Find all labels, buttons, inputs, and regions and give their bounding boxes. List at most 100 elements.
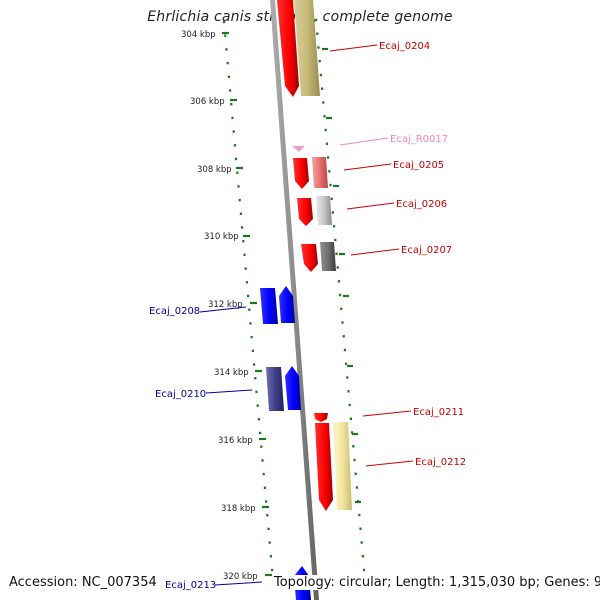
grid-dot xyxy=(363,568,366,572)
grid-dot xyxy=(321,87,324,90)
gene-label-ecaj-0206[interactable]: Ecaj_0206 xyxy=(396,199,447,210)
tick-label: 312 kbp xyxy=(208,300,243,310)
grid-dot xyxy=(248,308,251,311)
grid-dot xyxy=(333,225,336,228)
grid-dot xyxy=(271,568,274,572)
genome-info-text: Topology: circular; Length: 1,315,030 bp… xyxy=(274,575,600,590)
tick-label: 314 kbp xyxy=(214,368,249,378)
gene-ecaj-0205[interactable] xyxy=(293,157,328,189)
grid-dot xyxy=(267,527,270,531)
gene-label-ecaj-0208[interactable]: Ecaj_0208 xyxy=(149,306,200,317)
grid-dot xyxy=(327,156,330,159)
grid-dot xyxy=(317,46,320,49)
grid-dot xyxy=(245,281,248,284)
grid-dot xyxy=(331,211,334,214)
grid-dot xyxy=(233,144,236,147)
grid-dot xyxy=(229,89,232,92)
grid-dot xyxy=(348,403,351,407)
grid-dot xyxy=(349,417,352,420)
grid-dot xyxy=(351,431,354,434)
grid-dot xyxy=(342,335,345,338)
grid-dot xyxy=(266,514,269,517)
grid-dot xyxy=(353,458,356,462)
grid-dot xyxy=(343,348,346,352)
grid-dot xyxy=(226,61,229,65)
grid-dot xyxy=(336,266,339,269)
grid-dot xyxy=(249,322,252,325)
gene-labels: Ecaj_0204 Ecaj_R0017 Ecaj_0205 Ecaj_0206… xyxy=(149,41,466,591)
grid-dot xyxy=(236,171,239,174)
grid-dot xyxy=(257,418,260,421)
tick-label: 320 kbp xyxy=(223,572,258,582)
grid-dot xyxy=(334,238,337,242)
grid-dot xyxy=(316,32,319,35)
tick-label: 316 kbp xyxy=(218,436,253,446)
gene-label-ecaj-0204[interactable]: Ecaj_0204 xyxy=(379,41,430,52)
tick-label: 304 kbp xyxy=(181,30,216,40)
grid-dot xyxy=(358,513,361,517)
grid-line-left xyxy=(223,20,274,572)
gene-label-ecaj-0207[interactable]: Ecaj_0207 xyxy=(401,245,452,256)
grid-dot xyxy=(243,253,246,257)
gene-ecaj-0206[interactable] xyxy=(297,196,332,226)
grid-dot xyxy=(339,293,342,297)
tick-labels: 304 kbp 306 kbp 308 kbp 310 kbp 312 kbp … xyxy=(181,30,258,582)
grid-dot xyxy=(259,431,262,435)
accession-text: Accession: NC_007354 xyxy=(9,575,157,590)
grid-line-right xyxy=(315,18,366,572)
gene-ecaj-0207[interactable] xyxy=(301,242,336,272)
gene-label-ecaj-0213[interactable]: Ecaj_0213 xyxy=(165,580,216,591)
grid-dot xyxy=(268,541,271,544)
grid-dot xyxy=(251,349,254,352)
gene-ecaj-r0017[interactable] xyxy=(292,146,305,152)
gene-ecaj-0211[interactable] xyxy=(314,413,328,422)
grid-dot xyxy=(255,390,258,394)
gene-label-ecaj-0212[interactable]: Ecaj_0212 xyxy=(415,457,466,468)
gene-label-ecaj-0205[interactable]: Ecaj_0205 xyxy=(393,160,444,171)
tick-marks xyxy=(222,31,272,577)
grid-dot xyxy=(261,459,264,462)
tick-label: 308 kbp xyxy=(197,165,232,175)
grid-dot xyxy=(232,130,235,133)
grid-dot xyxy=(335,252,338,255)
grid-dot xyxy=(260,445,263,448)
grid-dot xyxy=(263,486,266,489)
grid-dot xyxy=(352,445,355,448)
genome-backbone xyxy=(270,0,319,600)
gene-ecaj-0204[interactable] xyxy=(277,0,320,97)
grid-dot xyxy=(319,73,322,77)
grid-dot xyxy=(354,472,357,475)
gene-ecaj-0210[interactable] xyxy=(266,366,301,411)
gene-label-ecaj-0210[interactable]: Ecaj_0210 xyxy=(155,389,206,400)
grid-dot xyxy=(253,363,256,366)
grid-dot xyxy=(223,20,226,24)
grid-dot xyxy=(325,142,328,145)
gene-leader-lines xyxy=(199,44,414,586)
gene-ecaj-0212[interactable] xyxy=(315,422,352,511)
grid-dot xyxy=(237,185,240,188)
grid-dot xyxy=(247,294,250,298)
grid-dot xyxy=(347,390,350,393)
grid-dot xyxy=(238,198,241,202)
tick-label: 306 kbp xyxy=(190,97,225,107)
grid-dot xyxy=(328,170,331,173)
gene-ecaj-0208[interactable] xyxy=(260,286,295,324)
grid-dot xyxy=(239,212,242,215)
grid-dot xyxy=(355,486,358,489)
gene-label-ecaj-r0017[interactable]: Ecaj_R0017 xyxy=(390,134,448,145)
grid-dot xyxy=(231,116,234,120)
grid-dot xyxy=(340,307,343,310)
grid-dot xyxy=(256,404,259,407)
gene-label-ecaj-0211[interactable]: Ecaj_0211 xyxy=(413,407,464,418)
grid-dot xyxy=(242,240,245,243)
grid-dot xyxy=(322,101,325,104)
tick-label: 318 kbp xyxy=(221,504,256,514)
grid-dot xyxy=(361,555,364,558)
right-tick-marks xyxy=(322,47,361,504)
grid-dot xyxy=(265,500,268,503)
grid-dot xyxy=(224,34,227,37)
grid-dot xyxy=(346,376,349,379)
grid-dot xyxy=(341,321,344,324)
grid-dot xyxy=(244,267,247,270)
